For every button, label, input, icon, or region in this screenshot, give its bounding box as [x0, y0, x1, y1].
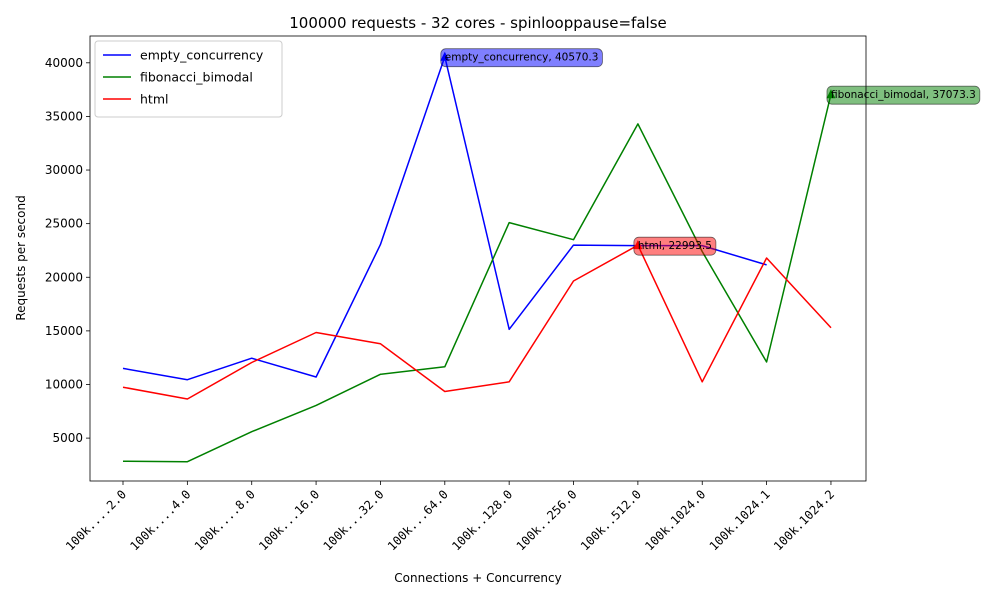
annotation-box — [826, 85, 981, 105]
annotation-fibonacci_bimodal: fibonacci_bimodal, 37073.3 — [826, 85, 981, 105]
x-tick-label: 100k...32.0 — [320, 487, 386, 553]
x-tick-label: 100k...16.0 — [256, 487, 322, 553]
legend-label-empty_concurrency: empty_concurrency — [140, 48, 264, 63]
y-tick-label: 25000 — [45, 217, 83, 231]
plot-frame — [89, 35, 867, 482]
legend — [94, 40, 283, 118]
series-line-fibonacci_bimodal — [122, 94, 832, 463]
x-tick-label: 100k.1024.0 — [642, 487, 708, 553]
x-tick-label: 100k..256.0 — [514, 487, 580, 553]
x-tick-label: 100k....4.0 — [127, 487, 193, 553]
x-tick-label: 100k....8.0 — [192, 487, 258, 553]
y-tick-label: 10000 — [45, 377, 83, 391]
legend-label-html: html — [140, 92, 168, 107]
y-tick-label: 15000 — [45, 324, 83, 338]
x-tick-label: 100k.1024.1 — [707, 487, 773, 553]
annotation-label: html, 22993.5 — [638, 240, 712, 252]
y-tick-label: 35000 — [45, 109, 83, 123]
y-tick-label: 20000 — [45, 270, 83, 284]
x-tick-label: 100k..512.0 — [578, 487, 644, 553]
x-tick-label: 100k..128.0 — [449, 487, 515, 553]
x-tick-label: 100k....2.0 — [63, 487, 129, 553]
annotation-label: fibonacci_bimodal, 37073.3 — [831, 89, 976, 101]
annotation-html: html, 22993.5 — [633, 236, 717, 256]
chart-title: 100000 requests - 32 cores - spinlooppau… — [289, 14, 667, 32]
annotation-label: empty_concurrency, 40570.3 — [445, 52, 599, 64]
annotation-empty_concurrency: empty_concurrency, 40570.3 — [440, 48, 603, 68]
y-tick-label: 5000 — [52, 431, 83, 445]
y-axis-label: Requests per second — [14, 195, 28, 320]
series-line-html — [122, 244, 832, 400]
x-tick-label: 100k.1024.2 — [771, 487, 837, 553]
y-tick-label: 30000 — [45, 163, 83, 177]
y-tick-label: 40000 — [45, 56, 83, 70]
x-axis-label: Connections + Concurrency — [394, 571, 561, 585]
legend-label-fibonacci_bimodal: fibonacci_bimodal — [140, 70, 253, 85]
x-tick-label: 100k...64.0 — [385, 487, 451, 553]
annotation-box — [633, 236, 717, 256]
annotation-box — [440, 48, 603, 68]
